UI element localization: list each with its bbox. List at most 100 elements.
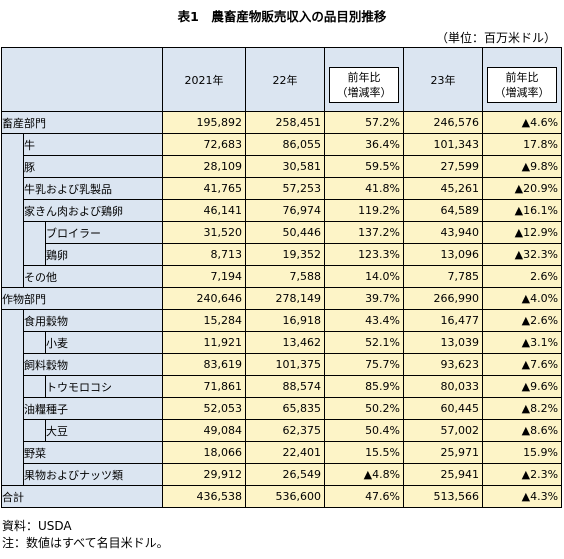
table-row: 大豆 49,084 62,375 50.4% 57,002 ▲8.6% (2, 419, 563, 442)
change-23: ▲9.6% (482, 375, 563, 398)
change-22: 75.7% (324, 353, 405, 376)
row-label: 鶏卵 (44, 243, 164, 266)
row-label: 油糧種子 (22, 397, 164, 420)
value-2021: 11,921 (162, 331, 247, 354)
table-row: トウモロコシ 71,861 88,574 85.9% 80,033 ▲9.6% (2, 375, 563, 398)
value-23: 60,445 (403, 397, 484, 420)
value-23: 13,096 (403, 243, 484, 266)
row-label: 作物部門 (0, 287, 164, 310)
row-label: 家きん肉および鶏卵 (22, 199, 164, 222)
change-22: 39.7% (324, 287, 405, 310)
change-23: 2.6% (482, 265, 563, 288)
value-23: 43,940 (403, 221, 484, 244)
value-22: 26,549 (245, 463, 326, 486)
value-22: 22,401 (245, 441, 326, 464)
value-2021: 31,520 (162, 221, 247, 244)
row-label: 豚 (22, 155, 164, 178)
table-row: 牛乳および乳製品 41,765 57,253 41.8% 45,261 ▲20.… (2, 177, 563, 200)
change-22: 137.2% (324, 221, 405, 244)
value-23: 25,941 (403, 463, 484, 486)
value-2021: 195,892 (162, 111, 247, 134)
table-row: 油糧種子 52,053 65,835 50.2% 60,445 ▲8.2% (2, 397, 563, 420)
change-22: 50.4% (324, 419, 405, 442)
value-2021: 52,053 (162, 397, 247, 420)
change-22: 50.2% (324, 397, 405, 420)
indent-spacer (23, 419, 46, 442)
change-23: ▲4.0% (482, 287, 563, 310)
change-22: 52.1% (324, 331, 405, 354)
change-22: 43.4% (324, 309, 405, 332)
value-22: 16,918 (245, 309, 326, 332)
header-change-23: 前年比 （増減率） (482, 47, 563, 112)
row-label: 飼料穀物 (22, 353, 164, 376)
value-2021: 436,538 (162, 485, 247, 508)
value-22: 19,352 (245, 243, 326, 266)
indent-spacer (23, 221, 46, 266)
value-22: 86,055 (245, 133, 326, 156)
row-label: 合計 (0, 485, 164, 508)
value-2021: 46,141 (162, 199, 247, 222)
header-change-22-text: 前年比 （増減率） (329, 66, 400, 103)
change-23: ▲3.1% (482, 331, 563, 354)
value-23: 64,589 (403, 199, 484, 222)
value-23: 16,477 (403, 309, 484, 332)
value-22: 57,253 (245, 177, 326, 200)
value-2021: 29,912 (162, 463, 247, 486)
change-23: ▲32.3% (482, 243, 563, 266)
table-row: その他 7,194 7,588 14.0% 7,785 2.6% (2, 265, 563, 288)
value-23: 25,971 (403, 441, 484, 464)
value-23: 246,576 (403, 111, 484, 134)
value-22: 88,574 (245, 375, 326, 398)
currency-note: 注：数値はすべて名目米ドル。 (2, 536, 169, 550)
value-22: 7,588 (245, 265, 326, 288)
table-row: 畜産部門 195,892 258,451 57.2% 246,576 ▲4.6% (0, 111, 563, 134)
header-22: 22年 (245, 47, 326, 112)
value-2021: 8,713 (162, 243, 247, 266)
change-22: 15.5% (324, 441, 405, 464)
indent-spacer (1, 133, 24, 288)
value-23: 27,599 (403, 155, 484, 178)
change-23: ▲8.2% (482, 397, 563, 420)
change-22: 119.2% (324, 199, 405, 222)
change-23: ▲4.3% (482, 485, 563, 508)
change-23: ▲8.6% (482, 419, 563, 442)
header-blank (0, 47, 164, 112)
change-22: 59.5% (324, 155, 405, 178)
table-row: 牛 72,683 86,055 36.4% 101,343 17.8% (1, 133, 563, 288)
value-23: 13,039 (403, 331, 484, 354)
header-2021: 2021年 (162, 47, 247, 112)
change-23: ▲7.6% (482, 353, 563, 376)
value-22: 278,149 (245, 287, 326, 310)
value-2021: 49,084 (162, 419, 247, 442)
row-label: 果物およびナッツ類 (22, 463, 164, 486)
value-23: 93,623 (403, 353, 484, 376)
indent-spacer (23, 375, 46, 398)
table-row: 食用穀物 15,284 16,918 43.4% 16,477 ▲2.6% (1, 309, 563, 486)
change-23: ▲9.8% (482, 155, 563, 178)
value-23: 266,990 (403, 287, 484, 310)
table-row-total: 合計 436,538 536,600 47.6% 513,566 ▲4.3% (0, 485, 563, 508)
source-note: 資料：USDA (2, 519, 72, 533)
value-22: 258,451 (245, 111, 326, 134)
row-label: 大豆 (44, 419, 164, 442)
table-row: 鶏卵 8,713 19,352 123.3% 13,096 ▲32.3% (2, 243, 563, 266)
value-2021: 7,194 (162, 265, 247, 288)
row-label: 小麦 (44, 331, 164, 354)
value-23: 57,002 (403, 419, 484, 442)
change-22: 14.0% (324, 265, 405, 288)
value-22: 101,375 (245, 353, 326, 376)
value-2021: 28,109 (162, 155, 247, 178)
change-23: 17.8% (482, 133, 563, 156)
change-23: 15.9% (482, 441, 563, 464)
row-label: その他 (22, 265, 164, 288)
row-label: 牛乳および乳製品 (22, 177, 164, 200)
change-22: 85.9% (324, 375, 405, 398)
value-2021: 18,066 (162, 441, 247, 464)
table-title: 表1 農畜産物販売収入の品目別推移 (177, 9, 387, 24)
table-row: 果物およびナッツ類 29,912 26,549 ▲4.8% 25,941 ▲2.… (2, 463, 563, 486)
table-row: 小麦 11,921 13,462 52.1% 13,039 ▲3.1% (2, 331, 563, 354)
change-22: 57.2% (324, 111, 405, 134)
value-22: 30,581 (245, 155, 326, 178)
value-22: 62,375 (245, 419, 326, 442)
value-22: 65,835 (245, 397, 326, 420)
